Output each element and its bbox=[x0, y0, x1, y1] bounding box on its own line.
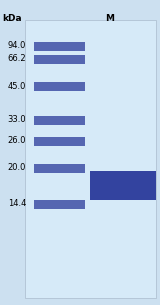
Text: kDa: kDa bbox=[3, 13, 22, 23]
Text: M: M bbox=[105, 13, 114, 23]
FancyBboxPatch shape bbox=[34, 82, 85, 92]
FancyBboxPatch shape bbox=[34, 55, 85, 64]
FancyBboxPatch shape bbox=[34, 164, 85, 173]
Text: 94.0: 94.0 bbox=[8, 41, 26, 50]
Text: 33.0: 33.0 bbox=[7, 115, 26, 124]
Text: 20.0: 20.0 bbox=[8, 163, 26, 172]
FancyBboxPatch shape bbox=[24, 20, 156, 298]
Text: 45.0: 45.0 bbox=[8, 81, 26, 91]
FancyBboxPatch shape bbox=[34, 200, 85, 209]
FancyBboxPatch shape bbox=[90, 171, 156, 200]
Text: 66.2: 66.2 bbox=[7, 54, 26, 63]
FancyBboxPatch shape bbox=[34, 116, 85, 125]
FancyBboxPatch shape bbox=[34, 41, 85, 51]
Text: 26.0: 26.0 bbox=[8, 136, 26, 145]
Text: 14.4: 14.4 bbox=[8, 199, 26, 208]
FancyBboxPatch shape bbox=[34, 137, 85, 146]
